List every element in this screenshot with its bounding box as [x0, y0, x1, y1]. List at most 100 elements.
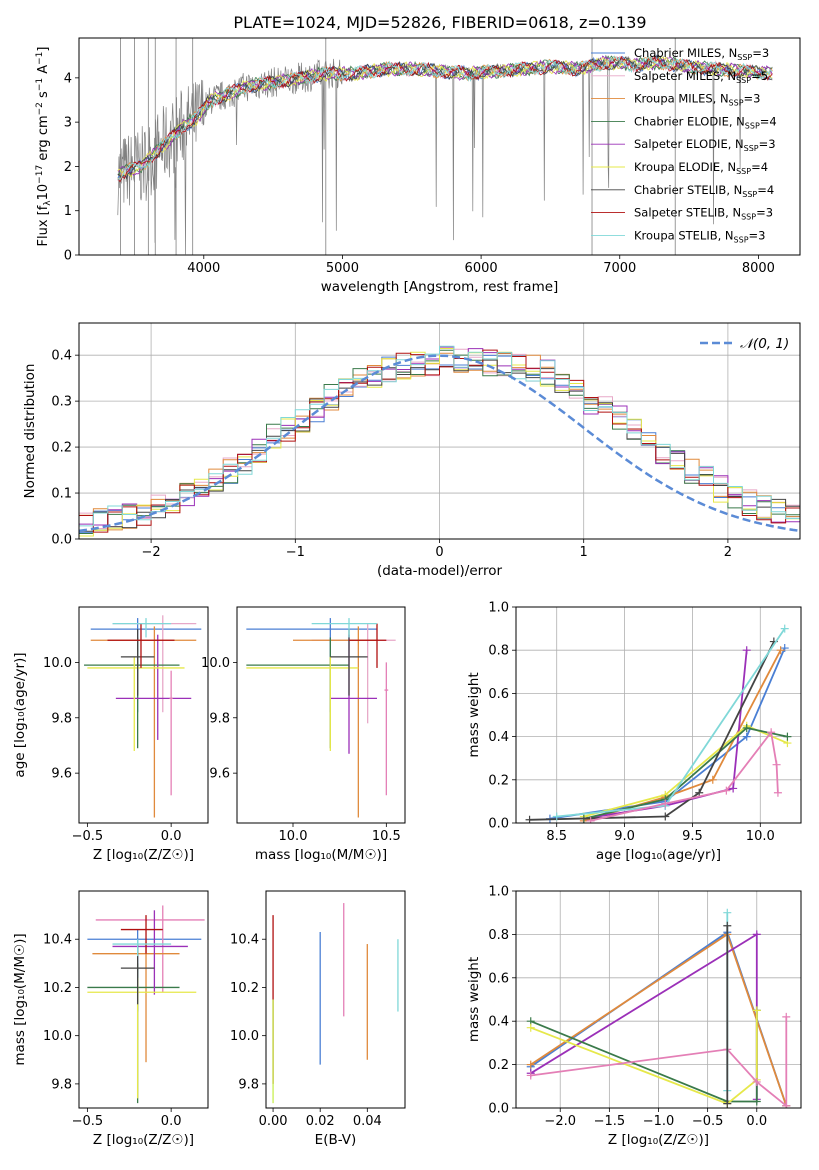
- spectrum-ylabel-part-0: Flux [f: [36, 205, 51, 246]
- spectrum-model-line-2: [117, 55, 773, 180]
- massweight_vs_Z-series-3: [530, 1010, 758, 1103]
- legend-sub-0: SSP: [737, 53, 752, 62]
- ebv-frame: [265, 890, 406, 1109]
- residuals-panel: −2 −1 0 1 2 0.0 0.1 0.2 0.3 0.4 (data-model)/error…: [22, 322, 801, 579]
- mass_vs_Z-xlabel: Z [log₁₀(Z/Z☉)]: [93, 1132, 194, 1148]
- massweight_vs_age-ytick-label-5: 1.0: [488, 601, 509, 616]
- mass_vs_Z-ytick-label-0: 9.8: [51, 1077, 72, 1092]
- spectrum-model-line-4: [117, 55, 773, 177]
- spectrum-xtick-label-2: 6000: [465, 261, 498, 276]
- legend-entry-6: Chabrier STELIB, NSSP=4: [634, 183, 774, 199]
- age_vs_mass-xlabel: mass [log₁₀(M/M☉)]: [255, 847, 387, 863]
- massweight_vs_Z-xtick-label-0: −2.0: [544, 1114, 576, 1129]
- mass_vs_Z-frame: [78, 890, 209, 1109]
- massweight_vs_age-series-6: [556, 628, 786, 818]
- legend-tail-0: =3: [752, 46, 769, 60]
- spectrum-xtick-label-4: 8000: [742, 261, 775, 276]
- age_vs_mass-plot-area: [246, 618, 396, 818]
- ebv-ytick-label-3: 10.4: [230, 933, 259, 948]
- age_vs_mass-ytick-label-0: 9.6: [209, 767, 230, 782]
- massweight_vs_age-marker-6-2: [780, 624, 789, 633]
- spectrum-ylabel-part-8: A: [36, 65, 51, 78]
- residuals-ytick-label-4: 0.4: [51, 349, 72, 364]
- residuals-xtick-label-3: 1: [580, 545, 588, 560]
- legend-label-3: Chabrier ELODIE, N: [634, 114, 745, 128]
- massweight_vs_Z-ytick-label-5: 1.0: [488, 885, 509, 900]
- spectrum-model-line-7: [117, 54, 773, 183]
- legend-tail-1: =5: [751, 69, 768, 83]
- legend-label-7: Salpeter STELIB, N: [634, 206, 741, 220]
- residuals-xtick-label-2: 0: [435, 545, 443, 560]
- massweight_vs_Z-ytick-label-0: 0.0: [488, 1102, 509, 1117]
- legend-tail-2: =3: [744, 92, 761, 106]
- spectrum-xtick-label-3: 7000: [603, 261, 636, 276]
- age_vs_Z-xtick-label-0: −0.5: [72, 829, 104, 844]
- residuals-ytick-label-0: 0.0: [51, 533, 72, 548]
- residuals-xtick-label-1: −1: [286, 545, 305, 560]
- massweight_vs_age-series-3: [583, 724, 788, 818]
- mass_vs_Z-panel: −0.5 0.0 9.8 10.0 10.2 10.4 Z [log₁₀(Z/Z☉)] mas…: [12, 890, 209, 1148]
- legend-tail-5: =4: [751, 160, 768, 174]
- legend-sub-1: SSP: [736, 76, 751, 85]
- spectrum-model-line-6: [117, 55, 773, 180]
- massweight_vs_Z-marker-4-3: [752, 1006, 761, 1015]
- massweight_vs_age-ytick-label-4: 0.8: [488, 644, 509, 659]
- massweight_vs_age-marker-7-2: [722, 786, 731, 795]
- massweight_vs_Z-marker-6-0: [723, 908, 732, 917]
- legend-tail-7: =3: [756, 206, 773, 220]
- age_vs_Z-ytick-label-0: 9.6: [51, 767, 72, 782]
- spectrum-ylabel-part-1: λ: [43, 200, 53, 206]
- mass_vs_Z-xtick-label-0: −0.5: [72, 1114, 104, 1129]
- legend-entry-0: Chabrier MILES, NSSP=3: [634, 46, 769, 62]
- spectrum-ytick-label-2: 2: [64, 160, 72, 175]
- massweight_vs_Z-plot-area: [516, 891, 801, 1108]
- massweight_vs_age-marker-2-3: [742, 646, 751, 655]
- legend-entry-8: Kroupa STELIB, NSSP=3: [634, 228, 765, 244]
- age_vs_Z-ytick-label-1: 9.8: [51, 711, 72, 726]
- legend-entry-7: Salpeter STELIB, NSSP=3: [634, 206, 773, 222]
- spectrum-xlabel: wavelength [Angstrom, rest frame]: [321, 279, 559, 295]
- ebv-ytick-label-1: 10.0: [230, 1029, 259, 1044]
- spectrum-data-line: [117, 56, 773, 255]
- massweight_vs_Z-marker-5-4: [782, 1012, 791, 1021]
- massweight_vs_Z-marker-7-1: [723, 1099, 732, 1108]
- massweight_vs_age-ytick-label-1: 0.2: [488, 773, 509, 788]
- massweight_vs_age-frame: [515, 606, 802, 824]
- legend-entry-4: Salpeter ELODIE, NSSP=3: [634, 137, 776, 153]
- massweight_vs_age-marker-7-1: [661, 799, 670, 808]
- massweight_vs_age-ytick-label-3: 0.6: [488, 687, 509, 702]
- massweight_vs_age-marker-6-0: [552, 812, 561, 821]
- age_vs_Z-frame: [78, 606, 209, 824]
- spectrum-ylabel: Flux [fλ10−17 erg cm−2 s−1 A−1]: [35, 47, 53, 247]
- massweight_vs_Z-marker-5-3: [782, 1101, 791, 1108]
- legend-label-6: Chabrier STELIB, N: [634, 183, 742, 197]
- legend-sub-7: SSP: [741, 213, 756, 222]
- age_vs_Z-xlabel: Z [log₁₀(Z/Z☉)]: [93, 847, 194, 863]
- legend-sub-3: SSP: [745, 121, 760, 130]
- mass_vs_Z-xtick-label-1: 0.0: [161, 1114, 182, 1129]
- massweight_vs_Z-ylabel: mass weight: [466, 957, 482, 1042]
- spectrum-model-line-8: [117, 55, 773, 181]
- massweight_vs_age-xtick-label-3: 10.0: [746, 829, 775, 844]
- residuals-ytick-label-3: 0.3: [51, 395, 72, 410]
- legend-entry-3: Chabrier ELODIE, NSSP=4: [634, 114, 777, 130]
- massweight_vs_age-marker-7-3: [767, 728, 776, 737]
- spectrum-panel: 4000 5000 6000 7000 8000 0 1 2 3 4 wavelength [Ang…: [35, 37, 801, 295]
- spectrum-ylabel-part-7: −1: [35, 78, 45, 91]
- ebv-plot-area: [272, 903, 399, 1104]
- spectrum-ylabel-part-3: −17: [35, 165, 45, 184]
- residuals-xlabel: (data-model)/error: [377, 563, 503, 579]
- age_vs_mass-frame: [236, 606, 406, 824]
- massweight_vs_age-xtick-label-2: 9.5: [682, 829, 703, 844]
- panels-layer: 4000 5000 6000 7000 8000 0 1 2 3 4 wavelength [Ang…: [12, 37, 802, 1148]
- ebv-xtick-label-0: 0.00: [259, 1114, 288, 1129]
- legend-tail-3: =4: [760, 114, 777, 128]
- massweight_vs_age-marker-0-3: [780, 644, 789, 653]
- massweight_vs_Z-ytick-label-4: 0.8: [488, 928, 509, 943]
- massweight_vs_Z-xtick-label-1: −1.5: [594, 1114, 626, 1129]
- massweight_vs_age-marker-5-1: [661, 812, 670, 821]
- ebv-xlabel: E(B-V): [315, 1132, 357, 1148]
- massweight_vs_age-marker-5-2: [695, 788, 704, 797]
- massweight_vs_age-marker-4-3: [783, 732, 792, 741]
- spectrum-ytick-label-4: 4: [64, 71, 72, 86]
